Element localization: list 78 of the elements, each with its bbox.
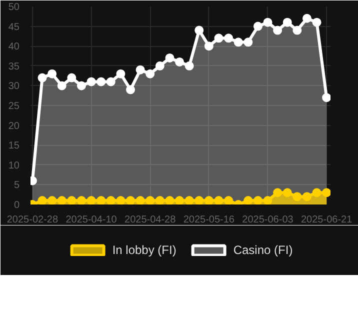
point [204,42,214,51]
point [224,34,234,43]
point [165,196,174,204]
point [244,196,253,204]
point [67,73,76,82]
point [96,196,106,204]
point [106,196,116,204]
point [38,73,47,82]
y-tick-label: 10 [8,160,20,172]
x-tick-label: 2025-05-16 [183,214,235,226]
point [194,196,204,204]
point [175,57,184,66]
point [292,26,302,35]
legend-label: Casino (FI) [233,243,293,257]
point [253,196,262,204]
point [302,192,312,202]
point [146,196,155,204]
point [263,18,272,27]
y-tick-label: 30 [8,81,20,92]
point [263,196,272,204]
y-tick-label: 20 [8,120,20,132]
point [234,38,243,47]
y-tick-label: 50 [8,2,20,13]
point [155,61,164,70]
point [136,65,145,74]
point [76,196,86,204]
point [302,14,312,23]
x-tick-label: 2025-06-21 [301,214,353,226]
y-tick-label: 5 [14,180,20,192]
point [282,18,292,27]
point [322,93,330,102]
point [57,81,66,90]
point [322,188,330,198]
point [116,69,126,78]
point [214,34,224,43]
point [224,196,234,204]
point [67,196,76,204]
point [273,188,282,198]
point [292,192,302,202]
y-tick-label: 25 [8,101,20,112]
point [155,196,164,204]
point [86,196,96,204]
point [204,196,214,204]
point [57,196,66,204]
point [244,38,253,47]
point [214,196,224,204]
point [146,69,155,78]
point [184,61,194,70]
y-tick-label: 45 [8,22,20,33]
point [76,81,86,90]
point [253,22,262,31]
point [312,188,322,198]
point [282,188,292,198]
point [106,77,116,86]
point [126,196,135,204]
point [194,26,204,35]
point [126,85,135,94]
point [38,196,47,204]
point [48,69,57,78]
legend-label: In lobby (FI) [112,243,176,257]
point [96,77,106,86]
x-tick-label: 2025-04-10 [66,214,118,226]
point [175,196,184,204]
point [86,77,96,86]
x-tick-label: 2025-04-28 [124,214,176,226]
y-tick-label: 40 [8,42,20,53]
point [48,196,57,204]
y-tick-label: 0 [14,200,20,211]
point [136,196,145,204]
y-tick-label: 15 [8,140,20,152]
point [116,196,126,204]
point [184,196,194,204]
x-tick-label: 2025-02-28 [6,214,58,226]
y-tick-label: 35 [8,61,20,72]
x-tick-label: 2025-06-03 [242,214,294,226]
point [165,53,174,62]
point [312,18,322,27]
point [273,26,282,35]
